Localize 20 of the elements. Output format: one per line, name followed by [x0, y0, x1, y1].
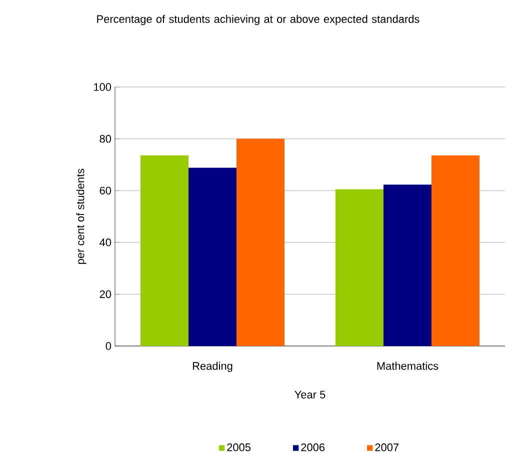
legend-label: 2005	[227, 443, 251, 452]
bar	[140, 155, 188, 346]
y-tick-label: 20	[100, 290, 112, 298]
bar	[236, 138, 285, 346]
bar	[432, 155, 480, 346]
chart-title: Percentage of students achieving at or above expected standards	[97, 14, 420, 26]
y-tick-label: 80	[100, 134, 112, 143]
legend-label: 2007	[375, 443, 399, 452]
bar	[384, 184, 432, 346]
bar	[188, 168, 237, 346]
y-tick-label: 60	[100, 186, 112, 194]
bar	[336, 189, 384, 346]
x-axis-title: Year 5	[294, 390, 326, 398]
y-axis-title: per cent of students	[76, 168, 86, 264]
legend-label: 2006	[301, 443, 325, 452]
y-tick-label: 100	[94, 83, 112, 91]
y-tick-label: 0	[106, 342, 112, 350]
x-tick-label: Reading	[192, 362, 232, 372]
x-tick-label: Mathematics	[377, 362, 438, 370]
y-tick-label: 40	[100, 238, 112, 246]
